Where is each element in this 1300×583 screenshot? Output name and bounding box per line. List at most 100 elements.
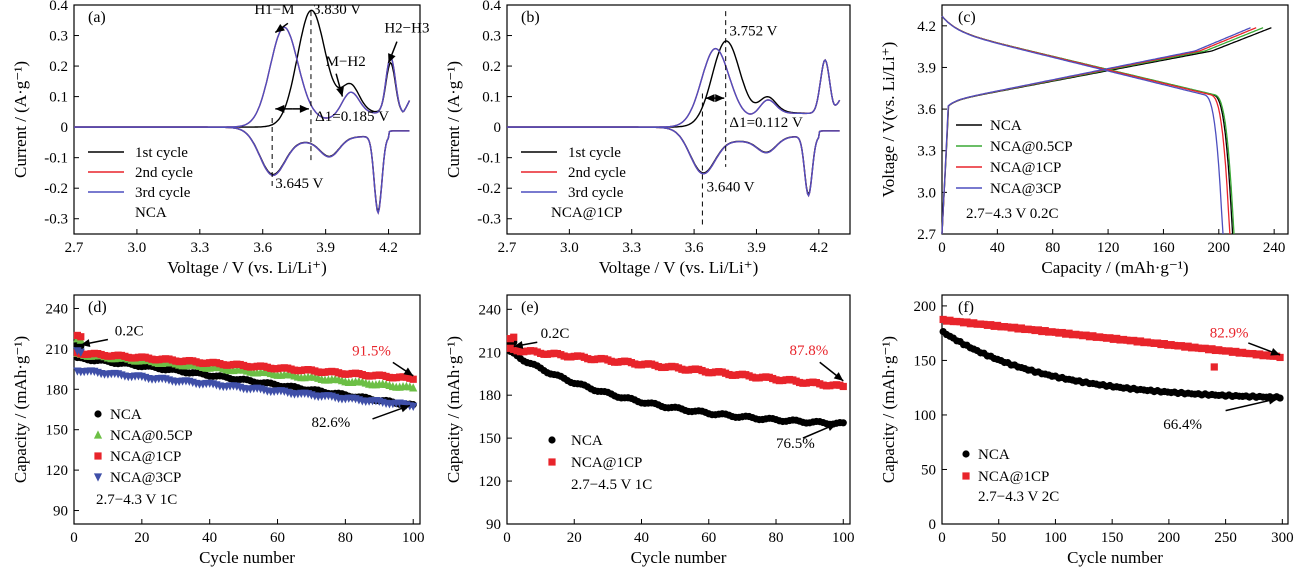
x-tick-label: 40 bbox=[990, 240, 1005, 256]
legend-entry: 3rd cycle bbox=[135, 185, 191, 201]
x-tick-label: 50 bbox=[991, 530, 1006, 546]
data-point bbox=[76, 348, 85, 357]
x-tick-label: 0 bbox=[70, 530, 78, 546]
panel-c: 0 40 80 120 160 200 240 2.7 3.0 3.3 3.6 3.9 4.2 Capac… bbox=[879, 4, 1289, 277]
x-tick-label: 80 bbox=[1045, 240, 1060, 256]
annotation-anodic-voltage: 3.830 V bbox=[313, 2, 361, 18]
x-tick-label: 20 bbox=[567, 530, 582, 546]
data-point bbox=[409, 375, 417, 383]
retention-annotation-2: 66.4% bbox=[1163, 417, 1202, 433]
annotation-h2-h3: H2−H3 bbox=[384, 20, 429, 36]
panel-a: 2.7 3.0 3.3 3.6 3.9 4.2 -0.3 -0.2 -0.1 0 0.1 0.2 0.3… bbox=[11, 0, 429, 277]
plot-frame bbox=[941, 294, 1289, 525]
legend-entry: NCA@1CP bbox=[571, 455, 642, 471]
legend-entry: NCA bbox=[990, 118, 1022, 134]
test-condition: 2.7−4.3 V 2C bbox=[978, 489, 1059, 505]
x-tick-label: 3.3 bbox=[190, 240, 209, 256]
legend-marker bbox=[94, 452, 102, 460]
annotation-cathodic-voltage: 3.640 V bbox=[707, 179, 755, 195]
legend-title: NCA@1CP bbox=[551, 205, 622, 221]
y-axis-label: Current / (A·g⁻¹) bbox=[444, 61, 463, 178]
panel-label: (a) bbox=[88, 9, 106, 26]
plot-frame bbox=[73, 4, 421, 235]
arrow-retention-2-head bbox=[1268, 396, 1278, 405]
panel-b: 2.7 3.0 3.3 3.6 3.9 4.2 -0.3 -0.2 -0.1 0 0.1 0.2 0.3… bbox=[444, 0, 851, 277]
plot-frame bbox=[506, 4, 851, 235]
annotation-m-h2: M−H2 bbox=[326, 54, 366, 70]
y-tick-label: 90 bbox=[486, 517, 501, 533]
data-point bbox=[839, 419, 847, 427]
legend-entry: NCA@1CP bbox=[990, 160, 1061, 176]
y-tick-label: 240 bbox=[46, 301, 69, 317]
y-tick-label: -0.1 bbox=[44, 151, 68, 167]
y-tick-label: -0.3 bbox=[477, 212, 501, 228]
legend-entry: NCA@0.5CP bbox=[110, 428, 193, 444]
cycle-points bbox=[506, 333, 847, 428]
x-tick-label: 0 bbox=[503, 530, 511, 546]
annotation-anodic-voltage: 3.752 V bbox=[729, 24, 777, 40]
legend-entry: 1st cycle bbox=[135, 145, 188, 161]
retention-annotation-1: 87.8% bbox=[789, 343, 828, 359]
y-tick-label: 50 bbox=[921, 462, 936, 478]
retention-annotation-1: 82.9% bbox=[1210, 326, 1249, 342]
x-tick-label: 20 bbox=[134, 530, 149, 546]
x-tick-label: 3.6 bbox=[685, 240, 704, 256]
cv-curves bbox=[74, 9, 411, 215]
test-condition: 2.7−4.3 V 1C bbox=[96, 492, 177, 508]
panel-label: (b) bbox=[521, 9, 540, 26]
y-tick-label: 0.4 bbox=[49, 0, 68, 14]
annotation-delta: Δ1=0.185 V bbox=[315, 109, 389, 125]
x-tick-label: 200 bbox=[1158, 530, 1181, 546]
x-tick-label: 250 bbox=[1214, 530, 1237, 546]
y-tick-label: 200 bbox=[914, 299, 937, 315]
y-tick-label: 3.9 bbox=[917, 60, 936, 76]
y-axis-label: Capacity / (mAh·g⁻¹) bbox=[444, 336, 463, 483]
legend-entry: NCA bbox=[571, 433, 603, 449]
y-tick-label: 150 bbox=[479, 431, 502, 447]
cv-series-2-cathodic bbox=[74, 126, 410, 215]
x-tick-label: 3.0 bbox=[560, 240, 579, 256]
x-tick-label: 300 bbox=[1271, 530, 1294, 546]
x-tick-label: 2.7 bbox=[498, 240, 517, 256]
arrow-h2-h3-head bbox=[388, 53, 396, 64]
legend-entry: NCA@3CP bbox=[110, 470, 181, 486]
annotation-delta: Δ1=0.112 V bbox=[729, 115, 803, 131]
x-tick-label: 100 bbox=[402, 530, 425, 546]
rate-label: 0.2C bbox=[115, 323, 144, 339]
x-tick-label: 3.0 bbox=[128, 240, 147, 256]
cycle-points bbox=[73, 331, 418, 411]
y-tick-label: 0.4 bbox=[482, 0, 501, 14]
arrow-delta-right-head bbox=[299, 104, 309, 113]
y-tick-label: -0.1 bbox=[477, 151, 501, 167]
x-axis-label: Cycle number bbox=[1067, 548, 1163, 567]
y-tick-label: 180 bbox=[46, 382, 69, 398]
arrow-delta-left-head bbox=[275, 104, 285, 113]
y-tick-label: -0.2 bbox=[44, 181, 68, 197]
panel-d: 0 20 40 60 80 100 90 120 150 180 210 240 Cycle numbe… bbox=[11, 294, 425, 567]
plot-frame bbox=[506, 294, 851, 525]
data-point bbox=[839, 382, 847, 391]
discharge-curve-2 bbox=[941, 15, 1235, 235]
legend-marker bbox=[94, 410, 102, 418]
y-tick-label: 120 bbox=[479, 474, 502, 490]
x-tick-label: 240 bbox=[1263, 240, 1286, 256]
x-tick-label: 100 bbox=[1044, 530, 1067, 546]
y-tick-label: 3.6 bbox=[917, 102, 936, 118]
arrow-rate-head bbox=[513, 340, 524, 349]
x-axis-label: Cycle number bbox=[631, 548, 727, 567]
y-tick-label: -0.2 bbox=[477, 181, 501, 197]
arrow-h1-m-head bbox=[275, 23, 285, 33]
x-tick-label: 40 bbox=[634, 530, 649, 546]
x-tick-label: 3.9 bbox=[316, 240, 335, 256]
x-tick-label: 0 bbox=[938, 240, 946, 256]
plot-frame bbox=[941, 4, 1289, 235]
panel-f: 0 50 100 150 200 250 300 0 50 100 150 200 Cycle numb… bbox=[879, 294, 1294, 567]
x-tick-label: 150 bbox=[1101, 530, 1124, 546]
x-tick-label: 100 bbox=[832, 530, 855, 546]
panel-label: (e) bbox=[521, 299, 539, 316]
test-condition: 2.7−4.3 V 0.2C bbox=[966, 206, 1059, 222]
data-point bbox=[409, 383, 418, 392]
arrow-retention-2-head bbox=[826, 423, 837, 432]
x-tick-label: 160 bbox=[1152, 240, 1175, 256]
y-tick-label: 0.1 bbox=[482, 90, 501, 106]
